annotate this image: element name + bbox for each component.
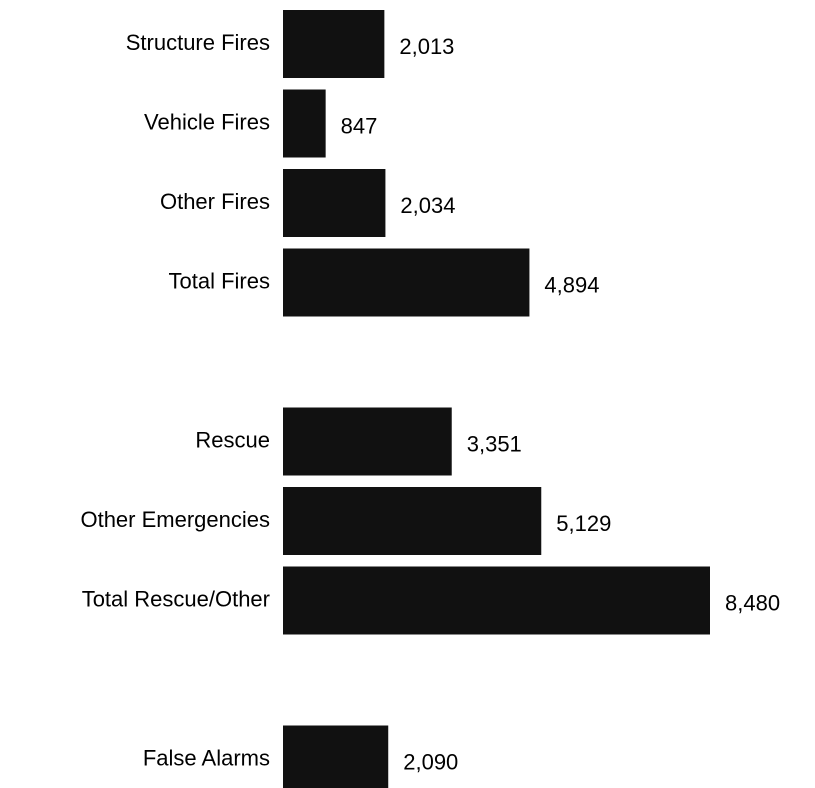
value-label: 2,034: [400, 193, 455, 218]
category-label: Total Rescue/Other: [82, 586, 270, 611]
value-label: 4,894: [544, 272, 599, 297]
value-label: 2,090: [403, 749, 458, 774]
bar: [283, 248, 530, 317]
category-label: Structure Fires: [126, 30, 270, 55]
category-label: Other Emergencies: [80, 507, 270, 532]
bar: [283, 566, 710, 635]
bar: [283, 89, 326, 158]
value-label: 2,013: [399, 34, 454, 59]
value-label: 847: [341, 113, 378, 138]
bar: [283, 407, 452, 476]
value-label: 5,129: [556, 511, 611, 536]
bar: [283, 10, 385, 78]
bar: [283, 169, 386, 237]
bar: [283, 487, 542, 555]
bar: [283, 725, 389, 788]
category-label: Total Fires: [169, 268, 270, 293]
category-label: False Alarms: [143, 745, 270, 770]
category-label: Rescue: [195, 427, 270, 452]
value-label: 8,480: [725, 590, 780, 615]
category-label: Other Fires: [160, 189, 270, 214]
value-label: 3,351: [467, 431, 522, 456]
category-label: Vehicle Fires: [144, 109, 270, 134]
